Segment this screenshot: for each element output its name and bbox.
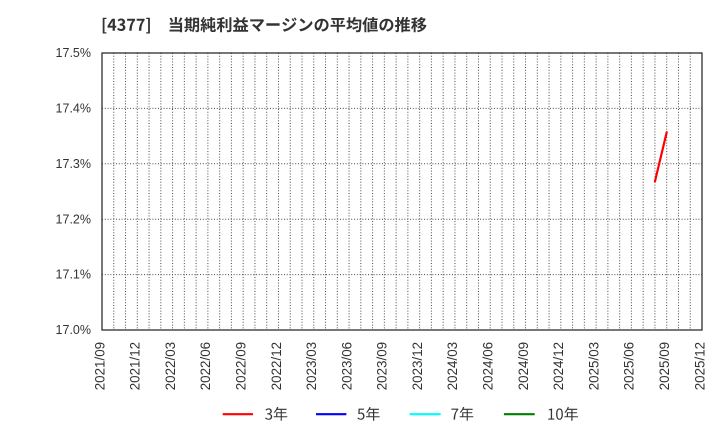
svg-text:2023/12: 2023/12 — [410, 342, 425, 390]
svg-text:2023/06: 2023/06 — [339, 342, 354, 390]
svg-text:2025/12: 2025/12 — [692, 342, 707, 390]
svg-text:2024/12: 2024/12 — [551, 342, 566, 390]
svg-text:2021/12: 2021/12 — [128, 342, 143, 390]
svg-text:17.4%: 17.4% — [56, 102, 91, 116]
svg-text:2022/09: 2022/09 — [233, 342, 248, 390]
svg-text:2023/03: 2023/03 — [304, 342, 319, 390]
svg-text:17.2%: 17.2% — [56, 212, 91, 226]
svg-text:2024/09: 2024/09 — [516, 342, 531, 390]
svg-text:2021/09: 2021/09 — [92, 342, 107, 390]
svg-text:2024/03: 2024/03 — [445, 342, 460, 390]
svg-text:2025/06: 2025/06 — [622, 342, 637, 390]
svg-text:2025/09: 2025/09 — [657, 342, 672, 390]
svg-text:2022/12: 2022/12 — [269, 342, 284, 390]
svg-text:17.5%: 17.5% — [56, 46, 91, 60]
svg-text:2022/03: 2022/03 — [163, 342, 178, 390]
svg-text:17.1%: 17.1% — [56, 268, 91, 282]
svg-text:2023/09: 2023/09 — [375, 342, 390, 390]
svg-text:2025/03: 2025/03 — [586, 342, 601, 390]
svg-text:17.3%: 17.3% — [56, 157, 91, 171]
svg-text:2022/06: 2022/06 — [198, 342, 213, 390]
svg-text:2024/06: 2024/06 — [481, 342, 496, 390]
svg-text:17.0%: 17.0% — [56, 323, 91, 337]
